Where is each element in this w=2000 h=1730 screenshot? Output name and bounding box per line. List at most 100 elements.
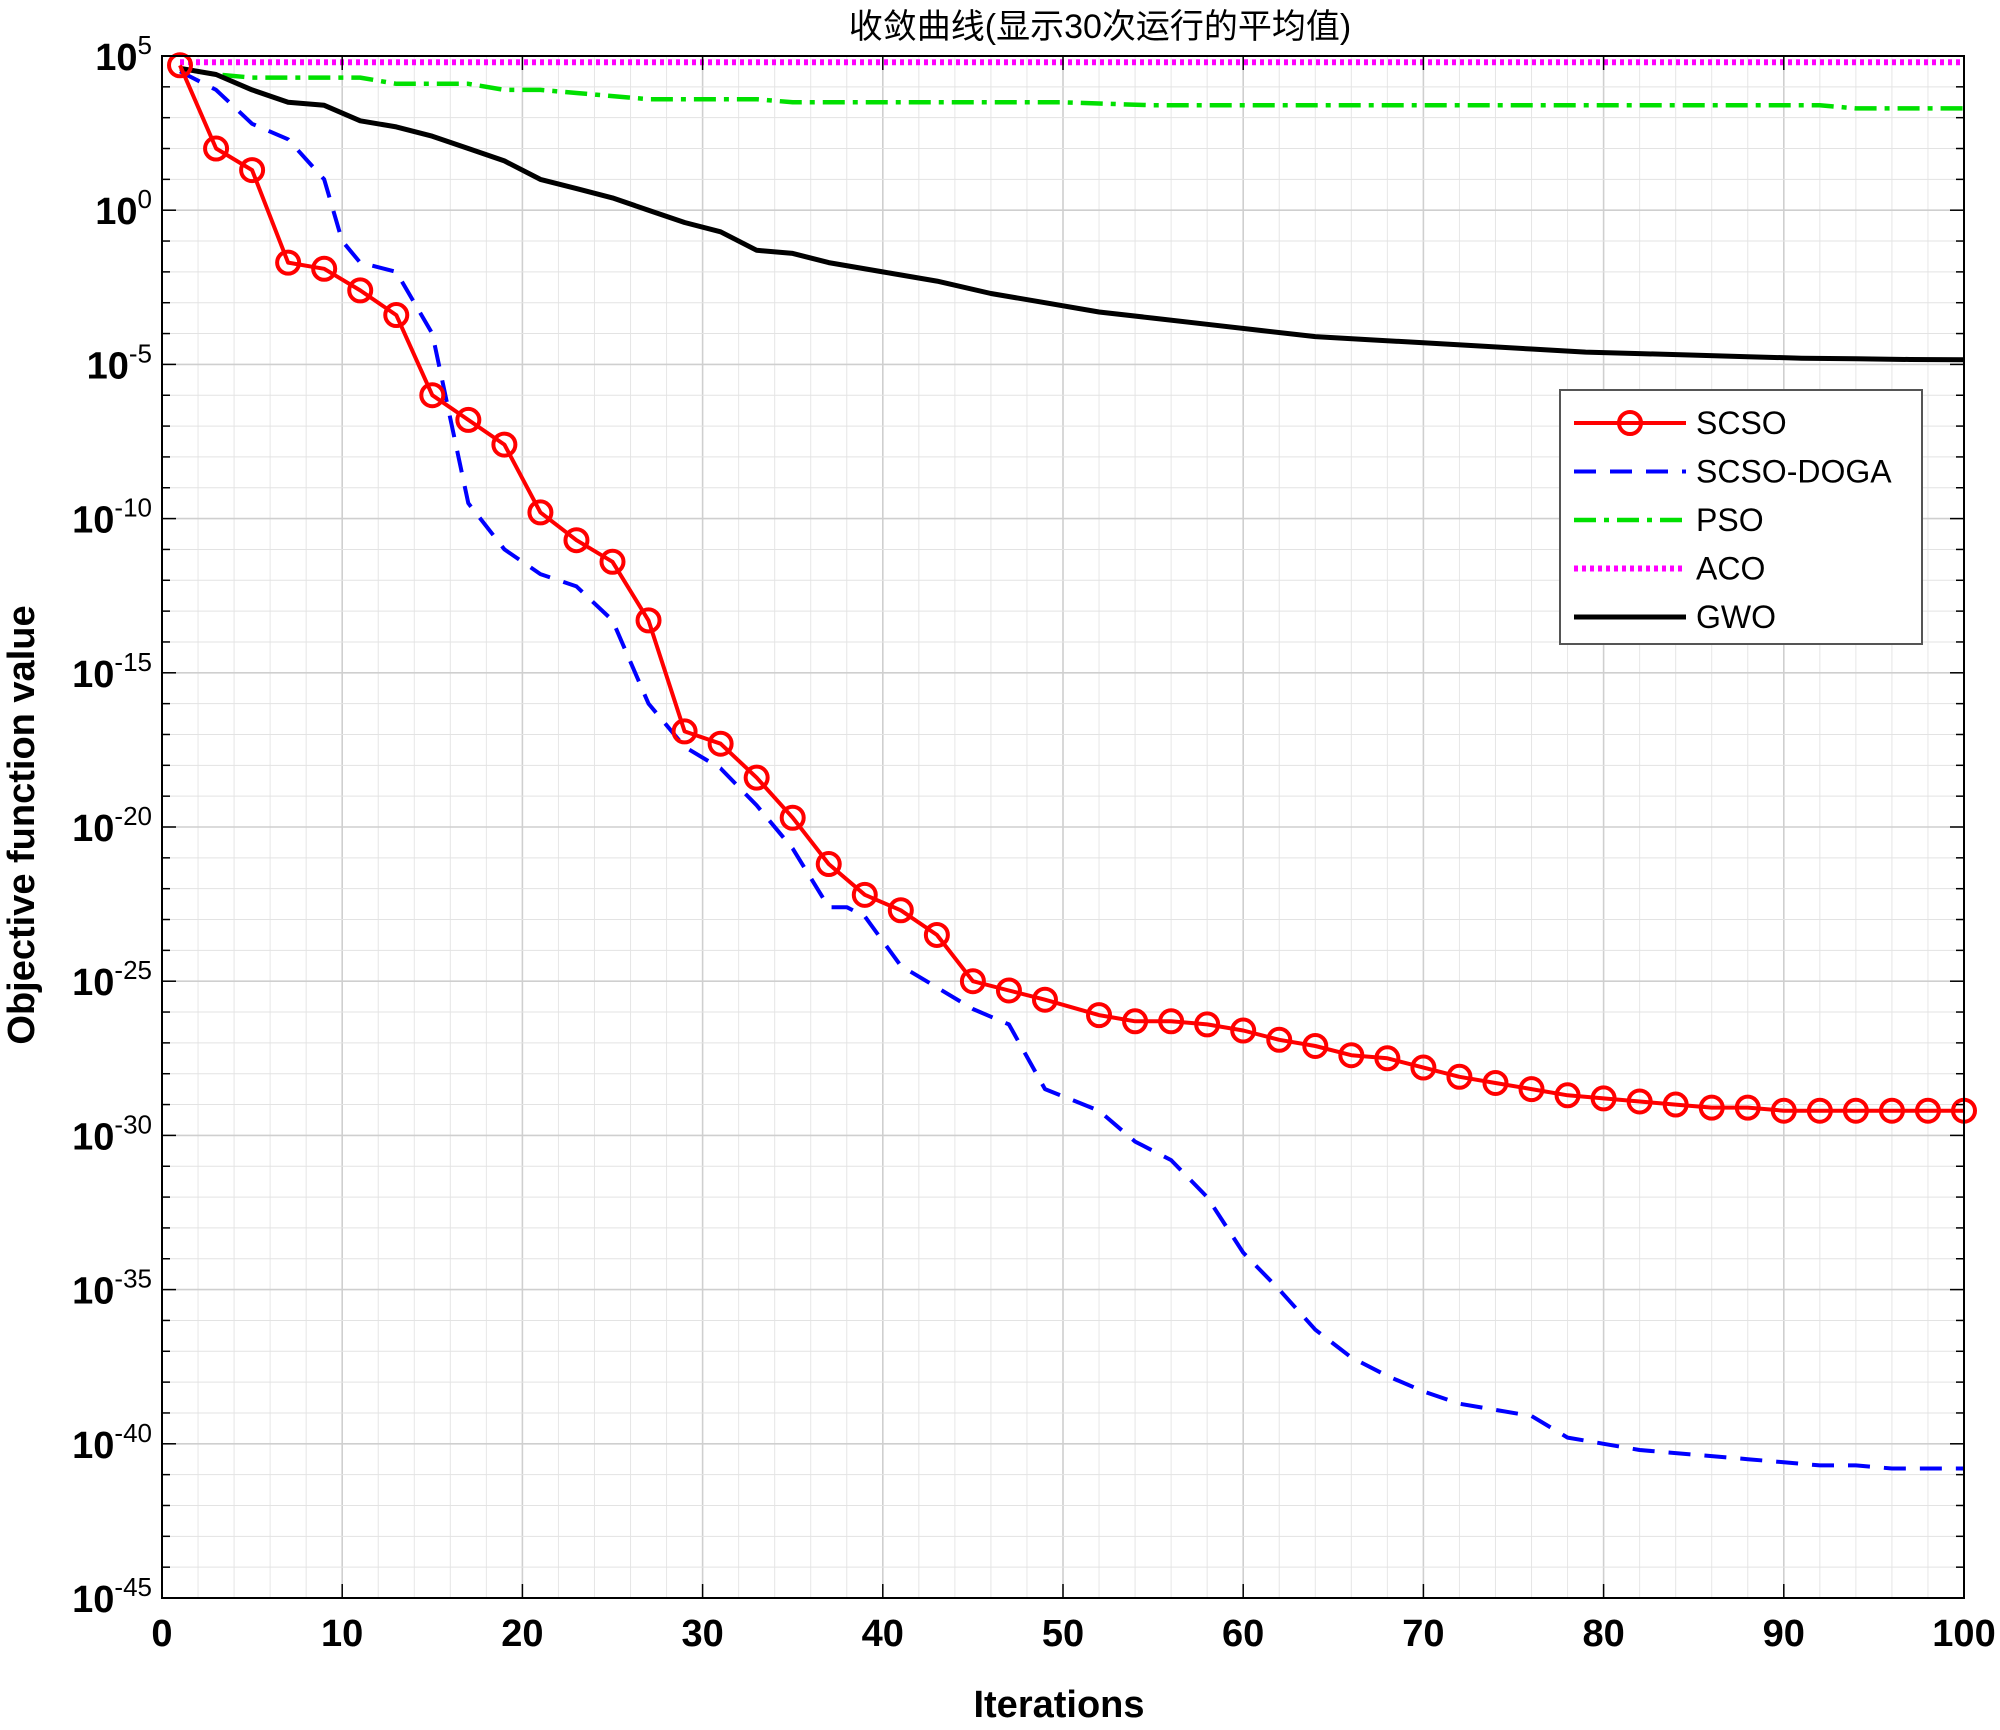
data-point-scso	[887, 897, 914, 924]
data-point-scso	[1626, 1088, 1653, 1115]
x-tick-label: 30	[681, 1613, 723, 1655]
y-tick-label: 10-5	[87, 338, 152, 387]
legend-label: ACO	[1696, 551, 1765, 587]
data-point-scso	[1806, 1097, 1833, 1124]
series-scso-doga	[179, 69, 1964, 1471]
x-tick-label: 60	[1222, 1613, 1264, 1655]
legend-item-scso: SCSO	[1574, 405, 1787, 441]
data-point-scso	[1770, 1097, 1797, 1124]
y-tick-label: 10-35	[72, 1264, 152, 1313]
data-point-scso	[1374, 1045, 1401, 1072]
grid	[161, 55, 1965, 1599]
y-tick-label: 10-45	[72, 1572, 152, 1621]
data-point-scso	[1878, 1097, 1905, 1124]
series-gwo	[179, 65, 1965, 363]
data-point-scso	[635, 607, 662, 634]
x-tick-label: 70	[1402, 1613, 1444, 1655]
series-layer	[167, 52, 1977, 1471]
data-point-scso	[347, 277, 374, 304]
y-tick-label: 10-20	[72, 801, 152, 850]
legend-marker	[1617, 410, 1643, 436]
data-point-scso	[815, 851, 842, 878]
data-point-scso	[779, 804, 806, 831]
y-tick-label: 100	[95, 184, 152, 233]
data-point-scso	[491, 431, 518, 458]
data-point-scso	[527, 499, 554, 526]
y-tick-label: 10-40	[72, 1418, 152, 1467]
data-point-scso	[455, 406, 482, 433]
series-line-gwo	[179, 65, 1965, 363]
data-point-scso	[1446, 1063, 1473, 1090]
legend-item-aco: ACO	[1574, 551, 1765, 587]
chart-title: 收敛曲线(显示30次运行的平均值)	[849, 8, 1351, 46]
data-point-scso	[851, 881, 878, 908]
series-scso	[167, 52, 1977, 1124]
legend-item-gwo: GWO	[1574, 599, 1776, 635]
series-line-scso-doga	[179, 69, 1964, 1471]
x-tick-label: 20	[501, 1613, 543, 1655]
data-point-scso	[1158, 1008, 1185, 1035]
x-tick-label: 40	[862, 1613, 904, 1655]
legend-label: SCSO-DOGA	[1696, 454, 1892, 490]
data-point-scso	[1734, 1094, 1761, 1121]
data-point-scso	[923, 921, 950, 948]
data-point-scso	[563, 527, 590, 554]
data-point-scso	[599, 548, 626, 575]
data-point-scso	[1662, 1091, 1689, 1118]
y-tick-label: 10-25	[72, 955, 152, 1004]
series-line-pso	[179, 66, 1964, 111]
data-point-scso	[1266, 1026, 1293, 1053]
x-axis-label: Iterations	[973, 1684, 1144, 1725]
data-point-scso	[1590, 1085, 1617, 1112]
data-point-scso	[1554, 1082, 1581, 1109]
y-tick-label: 10-15	[72, 647, 152, 696]
data-point-scso	[239, 157, 266, 184]
data-point-scso	[275, 249, 302, 276]
x-tick-label: 0	[151, 1613, 172, 1655]
legend-label: GWO	[1696, 599, 1776, 635]
axes: 0 10 20 30 40 50 60 70 80 90 100 105 100 10-5 10-10 10-…	[72, 30, 1996, 1655]
data-point-scso	[419, 382, 446, 409]
data-point-scso	[1698, 1094, 1725, 1121]
data-point-scso	[167, 52, 194, 79]
data-point-scso	[1194, 1011, 1221, 1038]
data-point-scso	[1230, 1017, 1257, 1044]
legend-item-scso-doga: SCSO-DOGA	[1574, 454, 1892, 490]
data-point-scso	[707, 730, 734, 757]
legend: SCSO SCSO-DOGA PSO ACO GWO	[1559, 389, 1923, 645]
x-tick-label: 100	[1932, 1613, 1995, 1655]
y-tick-label: 105	[95, 30, 152, 79]
data-point-scso	[1518, 1076, 1545, 1103]
data-point-scso	[1410, 1054, 1437, 1081]
data-point-scso	[1031, 986, 1058, 1013]
series-line-scso	[178, 64, 1964, 1113]
data-point-scso	[311, 255, 338, 282]
x-tick-label: 10	[321, 1613, 363, 1655]
data-point-scso	[203, 135, 230, 162]
data-point-scso	[383, 302, 410, 329]
legend-label: SCSO	[1696, 405, 1787, 441]
data-point-scso	[1302, 1032, 1329, 1059]
data-point-scso	[1914, 1097, 1941, 1124]
y-axis-label: Objective function value	[1, 605, 43, 1044]
x-tick-label: 50	[1042, 1613, 1084, 1655]
data-point-scso	[671, 718, 698, 745]
x-tick-label: 90	[1763, 1613, 1805, 1655]
data-point-scso	[1122, 1008, 1149, 1035]
legend-label: PSO	[1696, 502, 1764, 538]
y-tick-label: 10-30	[72, 1109, 152, 1158]
legend-item-pso: PSO	[1574, 502, 1764, 538]
data-point-scso	[1338, 1042, 1365, 1069]
data-point-scso	[959, 968, 986, 995]
data-point-scso	[1842, 1097, 1869, 1124]
legend-box	[1559, 389, 1923, 645]
y-tick-label: 10-10	[72, 493, 152, 542]
data-point-scso	[1482, 1069, 1509, 1096]
series-pso	[179, 66, 1964, 111]
data-point-scso	[743, 764, 770, 791]
x-tick-label: 80	[1582, 1613, 1624, 1655]
data-point-scso	[1086, 1002, 1113, 1029]
data-point-scso	[995, 977, 1022, 1004]
